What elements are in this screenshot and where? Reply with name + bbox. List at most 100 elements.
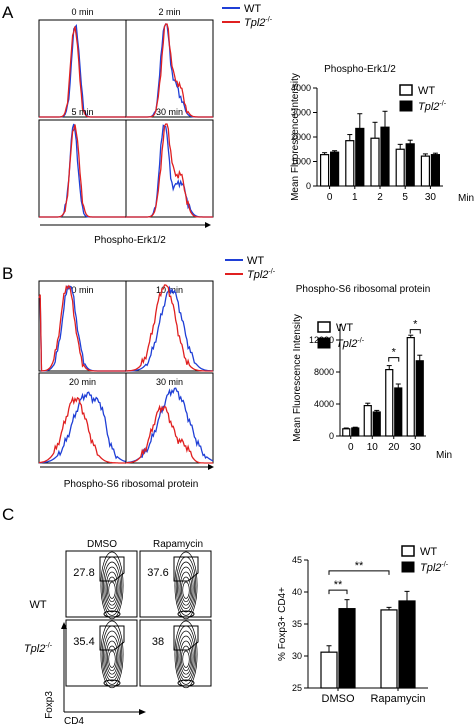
gate-value-3: 38 [152,636,164,648]
contour-ring-0 [104,566,120,609]
gate-3 [173,625,199,651]
barb-category-label: 0 [348,442,354,453]
hist-b-1-frame [125,280,214,372]
contour-ring-1 [174,551,198,620]
gate-1 [173,556,199,582]
bara-ko-bar [405,143,415,187]
bara-wt-bar [420,155,430,187]
contour-ring-2 [105,640,119,675]
sig-bracket-b [388,357,400,362]
bara-category-label: 1 [352,192,358,203]
barc-ytick-label: 35 [292,619,302,629]
hist-a-1-ko-curve [126,23,213,118]
barb-wt-bar [406,337,415,437]
legend-bars-a-wt-label: WT [418,85,435,97]
legend-bars-b-ko-label: Tpl2-/- [336,337,365,350]
hist-b-2-ko-curve [38,395,126,464]
bara-ytick-label: 4000 [291,83,311,93]
barb-ytick-label: 0 [329,431,334,441]
barc-ko-bar [338,608,356,689]
bar-unit-b: Min [436,450,452,461]
sig-star-c: ** [355,560,364,572]
hist-b-1-ko-curve [126,284,213,372]
bara-ko-bar [330,151,340,187]
contour-ring-1 [182,581,190,599]
legend-bars-c-ko-swatch [401,561,415,573]
hist-b-3-wt-curve [125,387,214,464]
contour-frame-2 [65,619,138,687]
bara-wt-bar [370,137,380,187]
bara-wt-bar [395,148,405,187]
hist-b-2-wt-curve [38,391,127,464]
bar-title-b: Phospho-S6 ribosomal protein [296,284,431,295]
sig-bracket-c [328,589,348,595]
gate-value-1: 37.6 [147,567,168,579]
bara-ko-bar [380,126,390,187]
hist-a-1-frame [125,19,214,118]
cd4-label: CD4 [64,716,84,725]
bara-ko-bar [355,127,365,187]
hist-a-3-frame [125,119,214,218]
bar-ylabel-a: Mean Fluorescence Intensity [290,73,301,201]
legend-bars-a-ko-swatch [399,100,413,112]
bar-title-a: Phospho-Erk1/2 [324,64,396,75]
sig-star-c: ** [334,579,343,591]
hist-a-2-title: 5 min [71,107,93,117]
contour-ring-3 [178,635,194,678]
gate-0 [99,556,125,582]
legend-bars-c-ko-label: Tpl2-/- [420,561,449,574]
bara-ytick-label: 3000 [291,108,311,118]
contour-base-3 [177,679,195,687]
hist-b-2-title: 20 min [69,377,96,387]
barb-wt-bar [385,369,394,437]
contour-ring-0 [103,561,121,613]
bar-unit-a: Min [458,193,474,204]
hist-b-3-ko-curve [125,404,213,464]
contour-ring-1 [179,571,193,606]
legend-bars-b-wt-swatch [317,321,331,333]
gate-value-2: 35.4 [73,636,94,648]
hist-b-0-title: 0 min [71,285,93,295]
legend-b-ko-label: Tpl2-/- [247,268,276,281]
contour-ring-2 [100,620,124,689]
panel-label-b: B [2,264,13,283]
legend-bars-a-wt-swatch [399,84,413,96]
col-header-dmso: DMSO [87,539,117,550]
contour-base-2 [103,679,121,687]
bara-ytick-label: 1000 [291,157,311,167]
sig-bracket-b [409,329,421,334]
sig-star-b: * [413,319,418,331]
contour-ring-1 [178,566,194,609]
barc-category-label: Rapamycin [370,693,425,705]
bara-category-label: 2 [377,192,383,203]
barb-ko-bar [394,387,403,437]
barb-wt-bar [363,405,372,437]
bara-wt-bar [345,140,355,187]
barb-ko-bar [415,360,424,437]
hist-a-1-title: 2 min [158,7,180,17]
contour-ring-3 [182,650,190,668]
hist-a-0-title: 0 min [71,7,93,17]
contour-ring-3 [177,630,195,682]
axis-arrow-b-head [208,464,214,470]
legend-a-wt-label: WT [244,3,261,15]
legend-bars-a-ko-label: Tpl2-/- [418,100,447,113]
hist-a-3-ko-curve [126,123,213,218]
contour-ring-3 [174,620,198,689]
hist-b-0-ko-curve [38,284,126,372]
legend-a-ko-label: Tpl2-/- [244,16,273,29]
barc-ytick-label: 40 [292,587,302,597]
sig-star-b: * [392,347,397,359]
flow-xlabel-b: Phospho-S6 ribosomal protein [64,479,199,490]
legend-bars-b-wt-label: WT [336,322,353,334]
gate-value-0: 27.8 [73,567,94,579]
barb-category-label: 10 [367,442,379,453]
foxp3-axis-head [61,622,67,629]
barc-ytick-label: 25 [292,683,302,693]
contour-ring-2 [103,630,121,682]
hist-b-0-wt-curve [38,285,126,372]
gate-2 [99,625,125,651]
barc-ko-bar [398,600,416,689]
barb-ytick-label: 4000 [314,399,334,409]
